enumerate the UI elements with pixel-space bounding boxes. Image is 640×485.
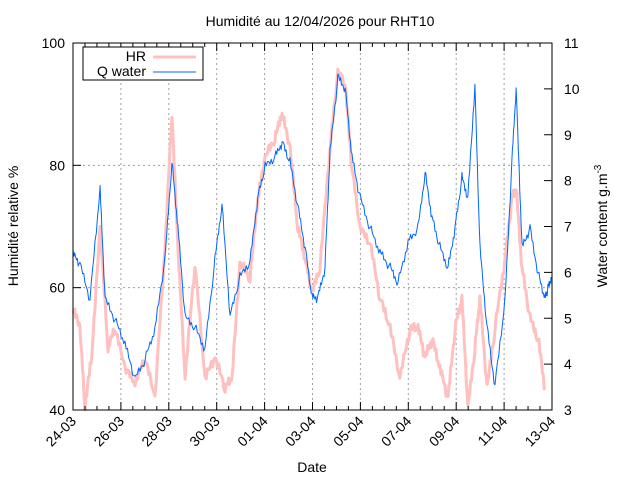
y-tick-label: 100	[42, 35, 66, 51]
x-tick-label: 13-04	[521, 413, 558, 450]
series-line-qwater	[72, 73, 552, 386]
y2-tick-label: 10	[564, 81, 580, 97]
x-tick-label: 03-04	[282, 413, 319, 450]
y-tick-label: 80	[49, 157, 65, 173]
x-tick-label: 30-03	[186, 413, 223, 450]
y2-axis-label-sup: -3	[593, 164, 604, 173]
y2-tick-label: 5	[564, 310, 572, 326]
chart-title: Humidité au 12/04/2026 pour RHT10	[206, 13, 435, 29]
y-tick-label: 40	[49, 402, 65, 418]
y2-tick-label: 7	[564, 219, 572, 235]
y2-tick-label: 3	[564, 402, 572, 418]
y2-tick-label: 8	[564, 173, 572, 189]
x-tick-label: 28-03	[138, 413, 175, 450]
x-tick-label: 07-04	[378, 413, 415, 450]
x-tick-label: 11-04	[474, 413, 510, 449]
series-line-hr	[71, 67, 547, 412]
series-group	[71, 67, 552, 412]
x-tick-label: 09-04	[426, 413, 463, 450]
y2-tick-label: 9	[564, 127, 572, 143]
y2-axis-label-text: Water content g.m	[594, 174, 610, 288]
legend: HR Q water	[82, 46, 204, 81]
y2-tick-label: 11	[564, 35, 579, 51]
x-tick-label: 01-04	[234, 413, 271, 450]
y2-tick-label: 4	[564, 356, 572, 372]
x-axis-label: Date	[297, 459, 327, 475]
x-tick-label: 24-03	[42, 413, 79, 450]
legend-label-hr: HR	[126, 48, 146, 64]
y-tick-label: 60	[49, 280, 65, 296]
axes: 24-03 26-03 28-03 30-03 01-04 03-04 05-04 07-04…	[42, 35, 580, 449]
grid	[73, 43, 552, 410]
y2-axis-label: Water content g.m-3	[593, 164, 610, 287]
x-tick-label: 26-03	[90, 413, 127, 450]
legend-box	[82, 46, 204, 81]
y-axis-label: Humidité relative %	[5, 166, 21, 287]
x-tick-label: 05-04	[330, 413, 367, 450]
y2-tick-label: 6	[564, 264, 572, 280]
legend-label-qwater: Q water	[97, 63, 146, 79]
